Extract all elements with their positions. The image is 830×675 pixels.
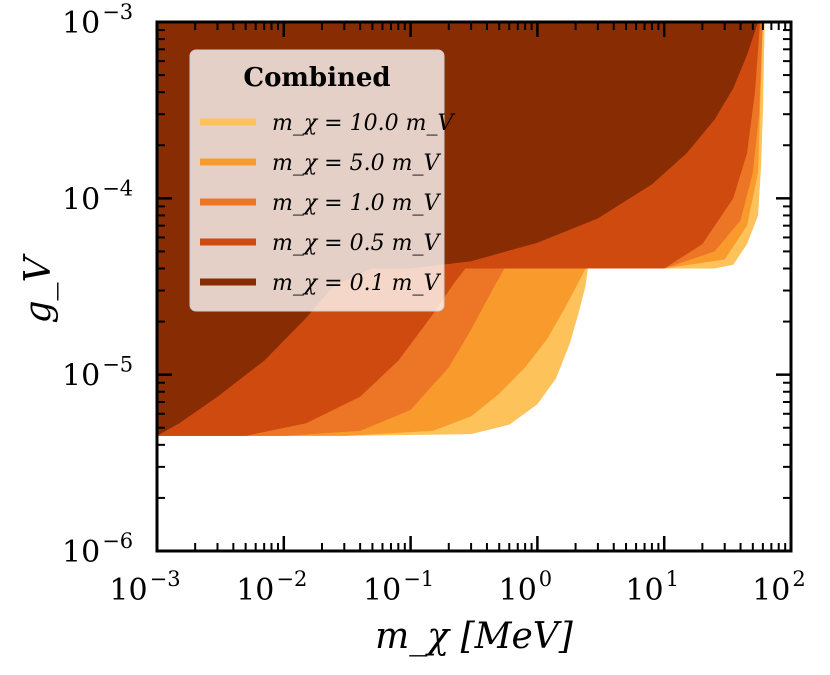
legend-label: m_χ = 5.0 m_V bbox=[272, 151, 441, 176]
x-axis-label: m_χ [MeV] bbox=[375, 616, 574, 657]
legend-label: m_χ = 1.0 m_V bbox=[272, 191, 441, 216]
x-tick-label: 102 bbox=[752, 567, 806, 608]
y-tick-label: 10−3 bbox=[62, 0, 133, 41]
plot-frame bbox=[155, 20, 793, 553]
x-tick-label: 10−2 bbox=[236, 567, 307, 608]
x-tick-label: 10−1 bbox=[363, 567, 434, 608]
y-tick-label: 10−4 bbox=[62, 176, 133, 217]
x-tick-label: 101 bbox=[625, 567, 679, 608]
legend: Combined m_χ = 10.0 m_V m_χ = 5.0 m_V m_χ … bbox=[189, 49, 455, 312]
x-tick-label: 10−3 bbox=[109, 567, 180, 608]
legend-label: m_χ = 0.5 m_V bbox=[272, 231, 441, 256]
y-tick-label: 10−5 bbox=[62, 353, 133, 394]
y-axis-label: g_V bbox=[18, 252, 59, 323]
legend-box bbox=[189, 49, 445, 312]
legend-label: m_χ = 10.0 m_V bbox=[272, 111, 455, 136]
legend-label: m_χ = 0.1 m_V bbox=[272, 271, 441, 296]
y-tick-label: 10−6 bbox=[62, 529, 133, 570]
x-tick-label: 100 bbox=[499, 567, 553, 608]
legend-title: Combined bbox=[243, 63, 390, 93]
